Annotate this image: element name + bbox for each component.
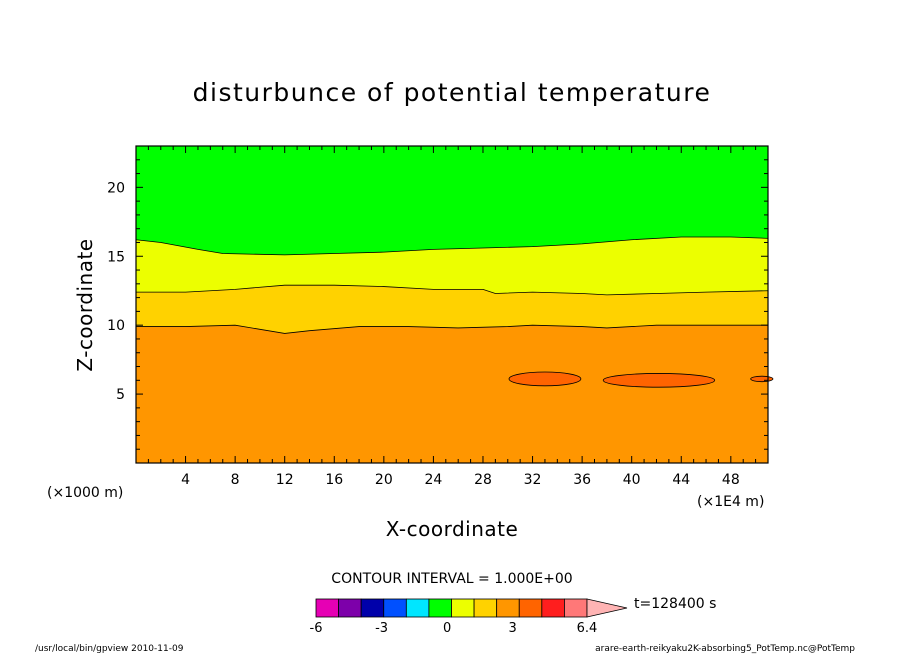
plot-area — [135, 146, 774, 463]
footer-right: arare-earth-reikyaku2K-absorbing5_PotTem… — [595, 644, 855, 654]
footer-left: /usr/local/bin/gpview 2010-11-09 — [35, 644, 184, 654]
x-tick-label: 32 — [524, 472, 542, 488]
y-tick-label: 20 — [107, 180, 125, 196]
y-tick-label: 5 — [116, 387, 125, 403]
contour-line-2 — [136, 284, 769, 296]
x-tick-label: 36 — [573, 472, 591, 488]
x-unit-left: (×1000 m) — [47, 485, 123, 501]
colorbar-tick-label: 3 — [509, 621, 517, 636]
colorbar-tick-label: -6 — [310, 621, 323, 636]
colorbar-box — [541, 598, 565, 618]
x-tick-label: 16 — [325, 472, 343, 488]
colorbar-box — [428, 598, 452, 618]
colorbar-box — [315, 598, 339, 618]
contour-cell-2 — [602, 373, 716, 388]
y-axis-label: Z-coordinate — [73, 238, 97, 371]
contour-band-4 — [136, 325, 768, 463]
y-tick-label: 10 — [107, 318, 125, 334]
x-tick-label: 44 — [672, 472, 690, 488]
contour-line-1 — [135, 236, 769, 256]
plot-frame — [135, 145, 769, 464]
contour-cell-1 — [508, 371, 582, 387]
colorbar-tick-label: 6.4 — [577, 621, 598, 636]
x-tick-label: 12 — [276, 472, 294, 488]
colorbar-tick-label: 0 — [443, 621, 451, 636]
colorbar-box — [451, 598, 475, 618]
x-tick-label: 4 — [181, 472, 190, 488]
colorbar-box — [360, 598, 385, 618]
contour-cell-3 — [750, 375, 774, 383]
x-unit-right: (×1E4 m) — [697, 494, 764, 510]
chart-title: disturbunce of potential temperature — [193, 78, 712, 107]
colorbar-tick-label: -3 — [375, 621, 388, 636]
colorbar-box — [338, 598, 362, 618]
x-tick-label: 48 — [722, 472, 740, 488]
x-tick-label: 20 — [375, 472, 393, 488]
colorbar: -6 -3 0 3 6.4 — [310, 598, 628, 636]
x-tick-label: 28 — [474, 472, 492, 488]
contour-line-3 — [136, 324, 768, 334]
x-axis-label: X-coordinate — [386, 517, 519, 541]
colorbar-box — [383, 598, 407, 618]
x-tick-label: 24 — [424, 472, 442, 488]
contour-interval-text: CONTOUR INTERVAL = 1.000E+00 — [331, 571, 572, 587]
y-tick-label: 15 — [107, 249, 125, 265]
x-tick-label: 8 — [231, 472, 240, 488]
colorbar-box — [518, 598, 543, 618]
colorbar-box — [405, 598, 430, 618]
colorbar-arrow — [586, 598, 628, 618]
colorbar-box — [564, 598, 588, 618]
time-label: t=128400 s — [634, 596, 716, 612]
colorbar-box — [496, 598, 520, 618]
x-tick-label: 40 — [623, 472, 641, 488]
colorbar-box — [473, 598, 498, 618]
